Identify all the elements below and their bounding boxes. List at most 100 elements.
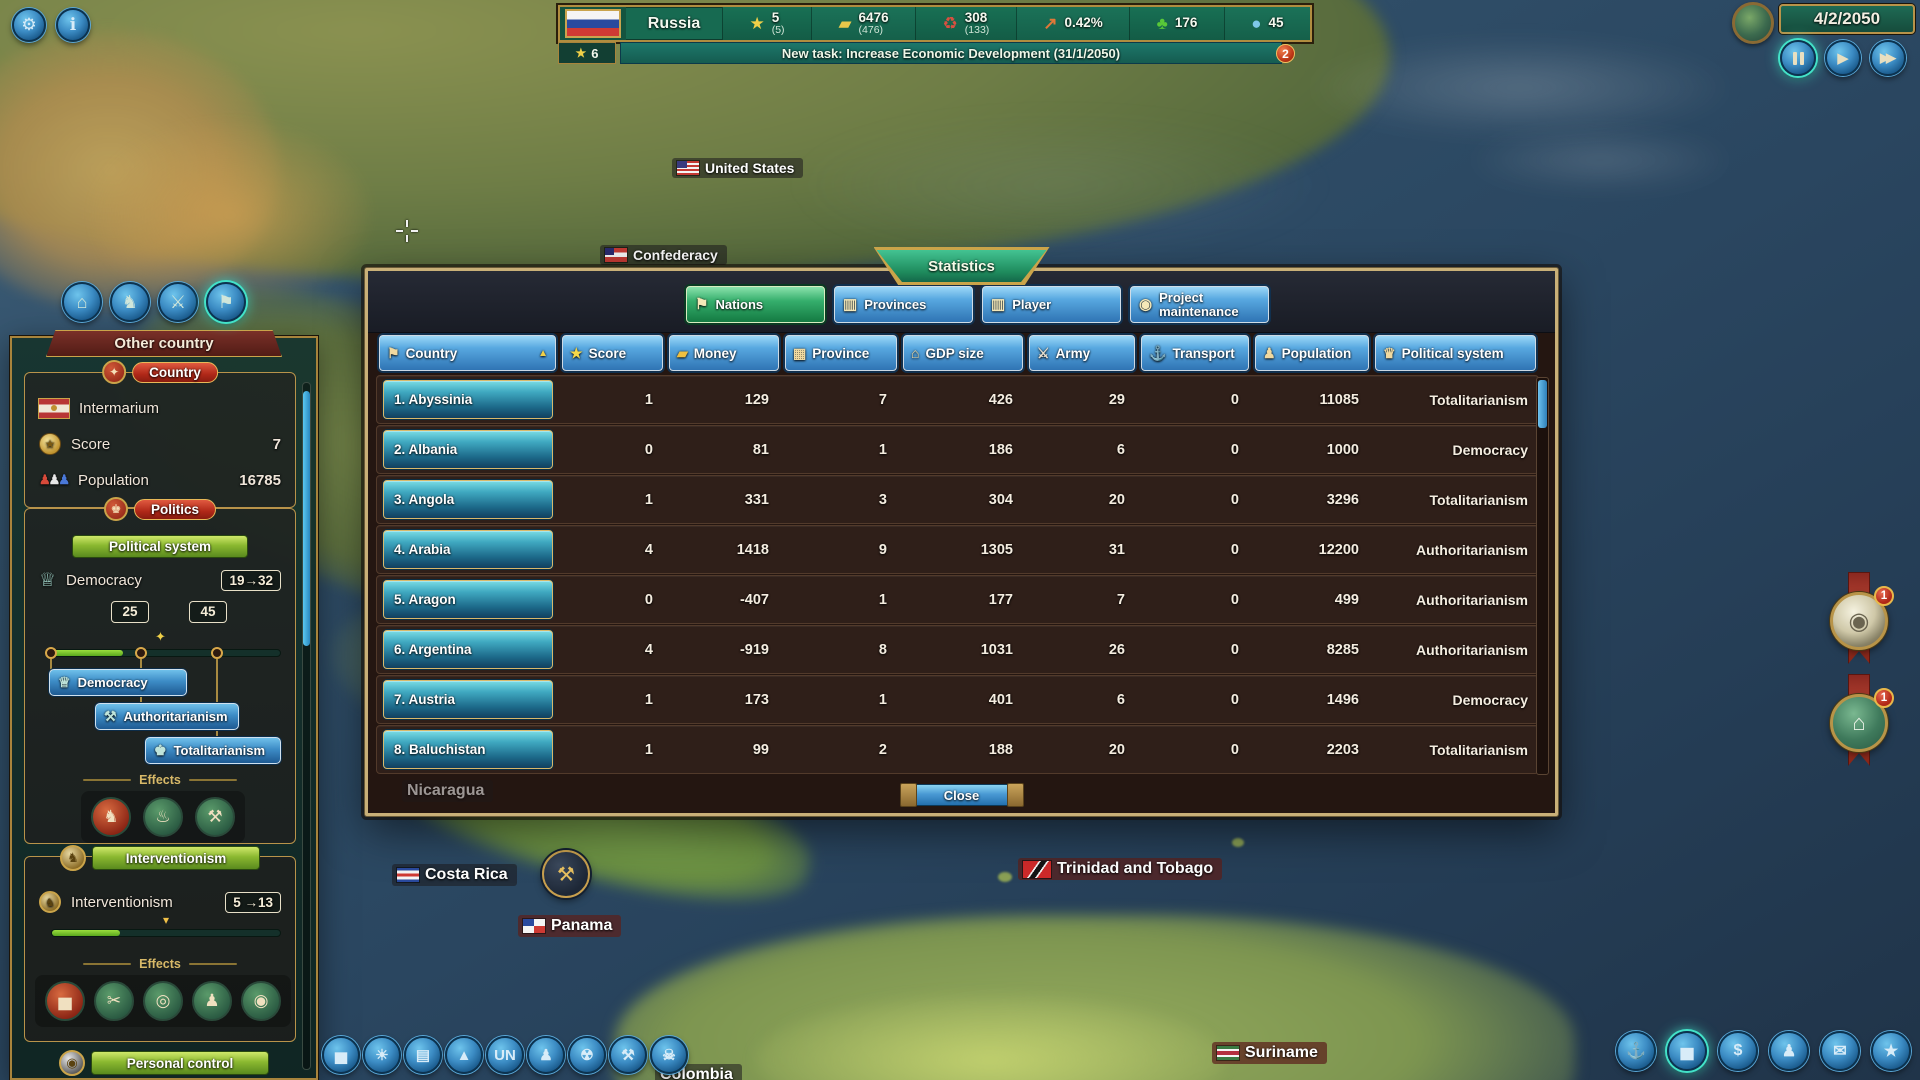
map-label-confederacy[interactable]: Confederacy bbox=[600, 245, 727, 265]
warfare-icon[interactable]: ☢ bbox=[568, 1036, 606, 1074]
task-bar[interactable]: New task: Increase Economic Development … bbox=[620, 42, 1282, 64]
score-cell: 4 bbox=[644, 641, 653, 658]
clock-icon[interactable] bbox=[1732, 2, 1774, 44]
military-icon[interactable]: ⚔ bbox=[158, 282, 198, 322]
statistics-tab[interactable]: ▥ Player bbox=[982, 286, 1121, 323]
statistics-tab[interactable]: ⚑ Nations bbox=[686, 286, 825, 323]
map-label-suriname[interactable]: Suriname bbox=[1212, 1042, 1327, 1064]
country-cell-button[interactable]: 3. Angola bbox=[383, 480, 553, 519]
diplomat-icon[interactable]: ♟ bbox=[527, 1036, 565, 1074]
statistics-tab[interactable]: ◉ Project maintenance bbox=[1130, 286, 1269, 323]
world-icon[interactable]: ● 45 bbox=[1223, 7, 1311, 40]
gdp-cell: 177 bbox=[988, 591, 1013, 608]
documents-icon[interactable]: ▤ bbox=[404, 1036, 442, 1074]
money-cell: 1418 bbox=[736, 541, 769, 558]
slider-knob-totalitarianism[interactable] bbox=[211, 647, 223, 659]
tab-icon: ▥ bbox=[991, 295, 1006, 313]
settings-icon[interactable]: ⚙ bbox=[12, 8, 46, 42]
gold-icon[interactable]: ▰ 6476 (476) bbox=[811, 7, 916, 40]
interventionism-section: ♞ Interventionism ♞ Interventionism 5 →1… bbox=[24, 845, 296, 1042]
map-label-costa-rica[interactable]: Costa Rica bbox=[392, 864, 517, 886]
column-header[interactable]: ★ Score bbox=[562, 335, 663, 371]
news-icon[interactable]: ✉ bbox=[1820, 1031, 1860, 1071]
personal-control-banner[interactable]: ◉ Personal control bbox=[59, 1050, 269, 1076]
growth-effect-icon[interactable]: ▅ bbox=[45, 981, 85, 1021]
country-cell-button[interactable]: 5. Aragon bbox=[383, 580, 553, 619]
idea-effect-icon[interactable]: ◉ bbox=[241, 981, 281, 1021]
political-option-button[interactable]: ⚒ Authoritarianism bbox=[95, 703, 239, 730]
political-system-cell: Authoritarianism bbox=[1415, 641, 1528, 658]
construction-site-icon[interactable]: ⚒ bbox=[542, 850, 590, 898]
info-icon[interactable]: ℹ bbox=[56, 8, 90, 42]
column-header[interactable]: ▦ Province bbox=[785, 335, 897, 371]
slider-knob-democracy[interactable] bbox=[45, 647, 57, 659]
nations-flag-icon[interactable]: ⚑ bbox=[206, 282, 246, 322]
country-cell-button[interactable]: 7. Austria bbox=[383, 680, 553, 719]
labor-effect-icon[interactable]: ♟ bbox=[192, 981, 232, 1021]
score-star-icon[interactable]: ★ bbox=[1871, 1031, 1911, 1071]
population-icon[interactable]: ♟ bbox=[1769, 1031, 1809, 1071]
column-header[interactable]: ♟ Population bbox=[1255, 335, 1369, 371]
statistics-tab[interactable]: ▥ Provinces bbox=[834, 286, 973, 323]
column-header[interactable]: ⌂ GDP size bbox=[903, 335, 1023, 371]
option-label: Authoritarianism bbox=[123, 709, 228, 724]
unrest-effect-icon[interactable]: ♨ bbox=[143, 797, 183, 837]
united-nations-icon[interactable]: UN bbox=[486, 1036, 524, 1074]
sidebar-scrollbar[interactable] bbox=[302, 382, 311, 1070]
growth-icon[interactable]: ↗ 0.42% bbox=[1015, 7, 1130, 40]
close-button[interactable]: Close bbox=[899, 783, 1024, 807]
diplomacy-icon[interactable]: ♞ bbox=[110, 282, 150, 322]
statistics-panel: Statistics ⚑ Nations ▥ Provinces ▥ Playe… bbox=[365, 247, 1558, 816]
task-count-badge[interactable]: 2 bbox=[1276, 44, 1295, 63]
map-label-trinidad-and-tobago[interactable]: Trinidad and Tobago bbox=[1018, 858, 1223, 880]
country-cell-button[interactable]: 1. Abyssinia bbox=[383, 380, 553, 419]
political-option-button[interactable]: ♚ Totalitarianism bbox=[145, 737, 281, 764]
country-cell-button[interactable]: 2. Albania bbox=[383, 430, 553, 469]
column-header[interactable]: ⚓ Transport bbox=[1141, 335, 1249, 371]
country-badge: ✦ Country bbox=[102, 360, 218, 384]
cost-cut-effect-icon[interactable]: ✂ bbox=[94, 981, 134, 1021]
harvest-effect-icon[interactable]: ⚒ bbox=[195, 797, 235, 837]
column-header[interactable]: ⚔ Army bbox=[1029, 335, 1135, 371]
play-button[interactable]: ▶ bbox=[1825, 40, 1861, 76]
government-icon[interactable]: ⌂ bbox=[62, 282, 102, 322]
political-option-button[interactable]: ♕ Democracy bbox=[49, 669, 187, 696]
column-header[interactable]: ▰ Money bbox=[669, 335, 779, 371]
player-flag[interactable] bbox=[560, 7, 626, 40]
transport-ship-icon[interactable]: ⚓ bbox=[1616, 1031, 1656, 1071]
trade-icon[interactable]: ♻ 308 (133) bbox=[915, 7, 1016, 40]
money-cell: 81 bbox=[752, 441, 769, 458]
slider-knob-authoritarianism[interactable] bbox=[135, 647, 147, 659]
country-cell-button[interactable]: 8. Baluchistan bbox=[383, 730, 553, 769]
score-star-icon[interactable]: ★ 5 (5) bbox=[722, 7, 812, 40]
ideas-icon[interactable]: ☀ bbox=[363, 1036, 401, 1074]
pause-button[interactable] bbox=[1780, 40, 1816, 76]
column-header[interactable]: ⚑ Country ▲ bbox=[379, 335, 556, 371]
map-label-nicaragua[interactable]: Nicaragua bbox=[402, 780, 494, 802]
sidebar-scrollbar-thumb[interactable] bbox=[303, 391, 310, 646]
interventionism-slider[interactable] bbox=[51, 929, 281, 937]
close-label: Close bbox=[943, 787, 980, 803]
country-cell-button[interactable]: 6. Argentina bbox=[383, 630, 553, 669]
score-cell: 0 bbox=[644, 441, 653, 458]
button-glyph: ⚙ bbox=[21, 15, 37, 34]
wildlife-effect-icon[interactable]: ♞ bbox=[91, 797, 131, 837]
economy-icon[interactable]: $ bbox=[1718, 1031, 1758, 1071]
alliances-icon[interactable]: ▲ bbox=[445, 1036, 483, 1074]
resources-leaf-icon[interactable]: ♣ 176 bbox=[1129, 7, 1224, 40]
fast-forward-button[interactable]: ▶▶ bbox=[1870, 40, 1906, 76]
column-header[interactable]: ♛ Political system bbox=[1375, 335, 1536, 371]
planning-effect-icon[interactable]: ◎ bbox=[143, 981, 183, 1021]
charts-icon[interactable]: ▅ bbox=[322, 1036, 360, 1074]
bottom-left-toolbar: ▅ ☀ ▤ ▲ UN ♟ ☢ bbox=[322, 1036, 688, 1074]
production-icon[interactable]: ⚒ bbox=[609, 1036, 647, 1074]
table-scrollbar[interactable] bbox=[1536, 377, 1549, 775]
map-label-panama[interactable]: Panama bbox=[518, 915, 622, 937]
gdp-cell: 1305 bbox=[980, 541, 1013, 558]
level-chip[interactable]: ★ 6 bbox=[558, 42, 616, 64]
statistics-icon[interactable]: ▅ bbox=[1667, 1031, 1707, 1071]
table-scrollbar-thumb[interactable] bbox=[1538, 380, 1547, 428]
map-label-united-states[interactable]: United States bbox=[672, 158, 804, 178]
military-icon[interactable]: ☠ bbox=[650, 1036, 688, 1074]
country-cell-button[interactable]: 4. Arabia bbox=[383, 530, 553, 569]
